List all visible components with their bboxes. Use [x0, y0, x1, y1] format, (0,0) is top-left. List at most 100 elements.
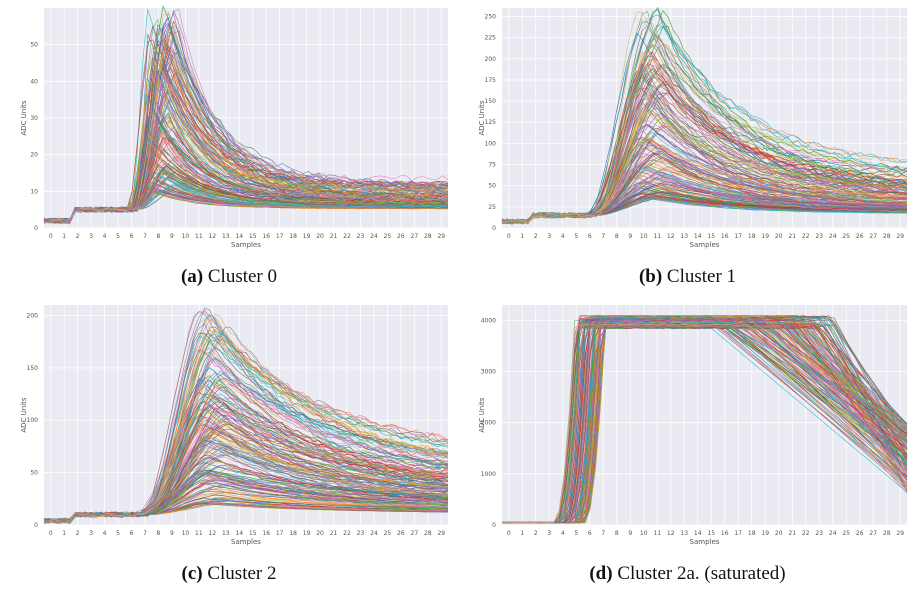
x-tick-label: 6 [130, 530, 134, 537]
x-tick-label: 3 [547, 233, 551, 240]
series-line [43, 13, 449, 224]
y-tick-label: 4000 [481, 317, 496, 324]
x-tick-label: 14 [235, 233, 243, 240]
x-tick-label: 12 [667, 530, 675, 537]
series-line [43, 385, 449, 523]
x-axis-label: Samples [690, 538, 720, 546]
y-tick-label: 200 [27, 312, 39, 319]
x-tick-label: 7 [601, 233, 605, 240]
caption-letter: (a) [180, 266, 204, 287]
x-tick-label: 8 [615, 233, 619, 240]
series-line [501, 110, 908, 223]
x-tick-label: 24 [370, 233, 378, 240]
x-tick-label: 0 [49, 233, 53, 240]
y-tick-label: 250 [485, 13, 497, 20]
x-tick-label: 26 [856, 530, 864, 537]
x-tick-label: 22 [802, 530, 810, 537]
x-tick-label: 4 [561, 530, 565, 537]
series-group [43, 5, 449, 224]
y-tick-label: 50 [30, 42, 38, 49]
y-tick-label: 225 [485, 35, 497, 42]
y-tick-label: 3000 [481, 369, 496, 376]
x-tick-label: 19 [303, 530, 311, 537]
x-tick-label: 4 [103, 233, 107, 240]
panel-cluster-1: 0 25 50 75 100 125 150 175 200 225 250 0 1 2 3 4 5 6 7 8 9 10… [458, 0, 917, 297]
x-tick-label: 13 [222, 530, 230, 537]
x-tick-label: 17 [276, 233, 284, 240]
series-line [43, 311, 449, 524]
y-tick-label: 150 [27, 365, 39, 372]
x-tick-label: 2 [76, 233, 80, 240]
x-tick-label: 15 [707, 530, 715, 537]
series-line [501, 316, 908, 524]
x-tick-label: 23 [815, 530, 823, 537]
y-tick-label: 100 [485, 140, 497, 147]
x-tick-label: 21 [788, 530, 796, 537]
y-tick-label: 50 [488, 183, 496, 190]
x-tick-label: 25 [842, 233, 850, 240]
x-tick-label: 23 [357, 530, 365, 537]
x-tick-label: 29 [437, 530, 445, 537]
caption-text: Cluster 2 [207, 563, 277, 584]
x-tick-label: 26 [856, 233, 864, 240]
x-tick-label: 26 [397, 530, 405, 537]
y-axis-label: ADC Units [478, 100, 486, 136]
y-axis-label: ADC Units [20, 397, 28, 433]
y-tick-label: 40 [30, 78, 38, 85]
series-line [501, 318, 908, 524]
x-tick-label: 17 [734, 530, 742, 537]
series-line [43, 348, 449, 524]
x-tick-label: 1 [62, 530, 66, 537]
x-tick-label: 21 [330, 530, 338, 537]
caption-text: Cluster 2a. (saturated) [617, 563, 786, 584]
x-tick-label: 11 [653, 233, 661, 240]
x-tick-label: 18 [289, 233, 297, 240]
x-tick-label: 10 [182, 233, 190, 240]
x-tick-label: 0 [507, 530, 511, 537]
x-tick-label: 8 [157, 233, 161, 240]
panel-cluster-0: 0 10 20 30 40 50 0 1 2 3 4 5 6 7 8 9 10 11 12 13 14 15 16 17 18 1… [0, 0, 458, 297]
series-group [43, 307, 449, 525]
x-tick-label: 9 [628, 530, 632, 537]
y-tick-label: 0 [34, 225, 38, 232]
x-tick-label: 24 [829, 233, 837, 240]
series-line [43, 39, 449, 224]
x-tick-label: 29 [896, 233, 904, 240]
x-tick-label: 21 [788, 233, 796, 240]
caption-cluster-0: (a) Cluster 0 [0, 266, 458, 288]
y-tick-label: 75 [488, 162, 496, 169]
y-tick-label: 10 [30, 188, 38, 195]
y-tick-label: 125 [485, 119, 497, 126]
series-line [501, 26, 908, 225]
x-tick-label: 19 [303, 233, 311, 240]
x-tick-label: 13 [680, 530, 688, 537]
x-tick-label: 3 [89, 233, 93, 240]
x-tick-label: 18 [748, 530, 756, 537]
caption-letter: (b) [638, 266, 663, 287]
x-tick-label: 16 [721, 233, 729, 240]
series-line [501, 319, 908, 524]
x-tick-label: 27 [869, 233, 877, 240]
x-tick-label: 16 [721, 530, 729, 537]
series-line [43, 116, 449, 222]
x-tick-label: 15 [249, 233, 257, 240]
x-tick-label: 25 [842, 530, 850, 537]
x-tick-label: 14 [694, 233, 702, 240]
x-tick-label: 22 [343, 233, 351, 240]
x-tick-label: 8 [157, 530, 161, 537]
x-tick-label: 13 [680, 233, 688, 240]
x-tick-label: 8 [615, 530, 619, 537]
x-tick-label: 11 [653, 530, 661, 537]
x-tick-label: 5 [116, 233, 120, 240]
x-tick-label: 20 [775, 233, 783, 240]
x-tick-label: 19 [761, 530, 769, 537]
x-tick-label: 26 [397, 233, 405, 240]
x-tick-label: 0 [49, 530, 53, 537]
series-line [501, 323, 908, 524]
caption-letter: (d) [589, 563, 613, 584]
series-group [501, 315, 908, 524]
series-line [501, 98, 907, 223]
x-tick-label: 9 [628, 233, 632, 240]
